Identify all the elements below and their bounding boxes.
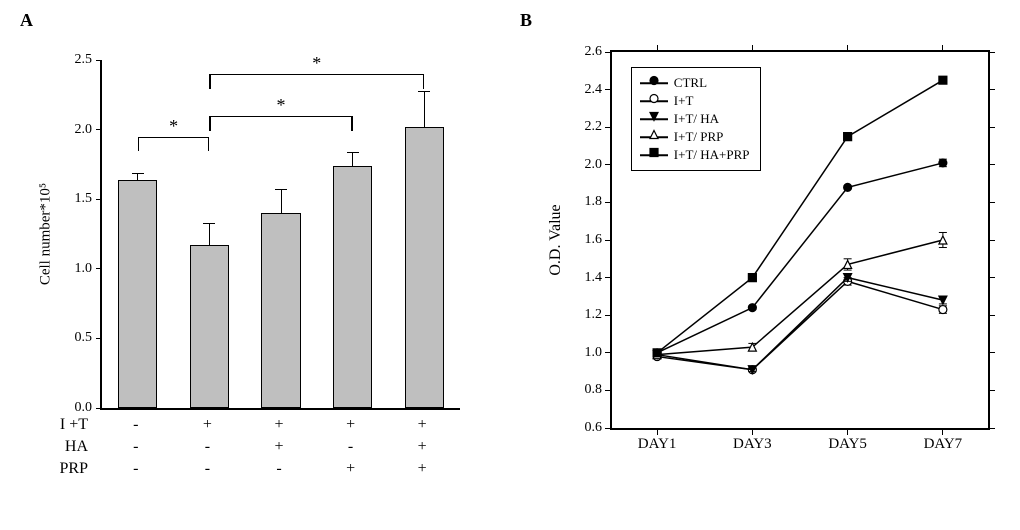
bar-ctrl xyxy=(118,180,157,408)
sig-star: * xyxy=(169,116,178,137)
chart-b-xtick xyxy=(847,45,848,52)
chart-b-ytick xyxy=(988,428,995,429)
cond-cell: + xyxy=(274,438,283,456)
chart-a-ytick-label: 2.0 xyxy=(75,122,103,138)
chart-b-ytick xyxy=(988,52,995,53)
cond-cell: - xyxy=(276,460,281,478)
chart-b-ytick-label: 2.2 xyxy=(585,119,613,135)
errbar xyxy=(281,189,282,213)
chart-b-ytick-label: 0.8 xyxy=(585,382,613,398)
cond-cell: + xyxy=(418,460,427,478)
chart-b-ytick-label: 2.6 xyxy=(585,44,613,60)
chart-b-xtick-label: DAY3 xyxy=(733,428,772,453)
chart-b-ytick-label: 1.6 xyxy=(585,232,613,248)
sig-bracket xyxy=(209,116,352,117)
chart-b-ytick xyxy=(988,315,995,316)
chart-b-ytick-label: 2.4 xyxy=(585,82,613,98)
cond-cell: - xyxy=(348,438,353,456)
errcap xyxy=(275,189,287,190)
chart-b-ytick xyxy=(988,352,995,353)
chart-b-xtick xyxy=(942,45,943,52)
legend-label: I+T/ PRP xyxy=(674,128,724,146)
legend-label: I+T/ HA+PRP xyxy=(674,146,750,164)
chart-b-ytick xyxy=(988,164,995,165)
chart-b-ytick-label: 0.6 xyxy=(585,420,613,436)
panel-b-label: B xyxy=(520,10,532,31)
sig-bracket xyxy=(209,74,424,75)
chart-a-ytick-label: 1.5 xyxy=(75,191,103,207)
bar-IT_HAPRP xyxy=(405,127,444,408)
chart-b-ytick xyxy=(988,89,995,90)
chart-a-ytick-label: 2.5 xyxy=(75,52,103,68)
bar-IT_HA xyxy=(261,213,300,408)
legend-label: I+T/ HA xyxy=(674,110,719,128)
chart-b-xtick-label: DAY7 xyxy=(924,428,963,453)
cond-row-label: I +T xyxy=(60,416,100,434)
series-line xyxy=(657,281,943,369)
chart-b-ytick-label: 1.8 xyxy=(585,194,613,210)
chart-b-ylabel: O.D. Value xyxy=(547,204,565,275)
chart-b-ytick xyxy=(988,277,995,278)
legend-label: I+T xyxy=(674,92,694,110)
chart-b-xtick-label: DAY1 xyxy=(638,428,677,453)
chart-b-xtick-label: DAY5 xyxy=(828,428,867,453)
panel-b: B O.D. Value CTRLI+TI+T/ HAI+T/ PRPI+T/ … xyxy=(520,10,1020,520)
chart-b-ytick xyxy=(988,127,995,128)
errcap xyxy=(132,173,144,174)
chart-a-ylabel: Cell number*10⁵ xyxy=(38,183,55,285)
chart-b-legend: CTRLI+TI+T/ HAI+T/ PRPI+T/ HA+PRP xyxy=(631,67,761,171)
legend-item: I+T/ PRP xyxy=(640,128,750,146)
sig-star: * xyxy=(277,95,286,116)
cond-cell: - xyxy=(133,460,138,478)
chart-b-xtick xyxy=(657,45,658,52)
panel-a: A Cell number*10⁵ 0.00.51.01.52.02.5*** … xyxy=(20,10,520,520)
cond-cell: - xyxy=(133,438,138,456)
chart-a-ytick-label: 0.5 xyxy=(75,330,103,346)
errbar xyxy=(209,223,210,245)
chart-a-ytick-label: 1.0 xyxy=(75,261,103,277)
cond-cell: - xyxy=(205,460,210,478)
chart-b-ytick-label: 1.4 xyxy=(585,270,613,286)
errcap xyxy=(203,223,215,224)
errcap xyxy=(347,152,359,153)
chart-b-ytick xyxy=(988,202,995,203)
cond-row: I +T-++++ xyxy=(100,416,460,438)
legend-item: I+T/ HA xyxy=(640,110,750,128)
legend-item: I+T xyxy=(640,92,750,110)
chart-b-ytick-label: 1.2 xyxy=(585,307,613,323)
cond-cell: + xyxy=(274,416,283,434)
cond-cell: + xyxy=(203,416,212,434)
legend-label: CTRL xyxy=(674,74,707,92)
cond-row-label: HA xyxy=(65,438,100,456)
bar-chart: Cell number*10⁵ 0.00.51.01.52.02.5*** xyxy=(100,60,460,410)
panel-a-label: A xyxy=(20,10,33,31)
cond-cell: + xyxy=(346,460,355,478)
errbar xyxy=(137,173,138,180)
bar-IT xyxy=(190,245,229,408)
cond-cell: + xyxy=(418,438,427,456)
legend-item: I+T/ HA+PRP xyxy=(640,146,750,164)
cond-row: HA--+-+ xyxy=(100,438,460,460)
chart-b-ytick xyxy=(988,390,995,391)
errbar xyxy=(352,152,353,166)
errcap xyxy=(418,91,430,92)
chart-a-ytick-label: 0.0 xyxy=(75,400,103,416)
bar-IT_PRP xyxy=(333,166,372,408)
errbar xyxy=(424,91,425,127)
series-line xyxy=(657,278,943,370)
cond-cell: + xyxy=(418,416,427,434)
chart-b-ytick xyxy=(988,240,995,241)
cond-row: PRP---++ xyxy=(100,460,460,482)
cond-row-label: PRP xyxy=(60,460,100,478)
cond-cell: - xyxy=(133,416,138,434)
line-chart: O.D. Value CTRLI+TI+T/ HAI+T/ PRPI+T/ HA… xyxy=(610,50,990,430)
cond-cell: + xyxy=(346,416,355,434)
sig-bracket xyxy=(138,137,210,138)
sig-star: * xyxy=(312,53,321,74)
chart-b-ytick-label: 2.0 xyxy=(585,157,613,173)
chart-b-xtick xyxy=(752,45,753,52)
chart-b-ytick-label: 1.0 xyxy=(585,345,613,361)
cond-cell: - xyxy=(205,438,210,456)
legend-item: CTRL xyxy=(640,74,750,92)
